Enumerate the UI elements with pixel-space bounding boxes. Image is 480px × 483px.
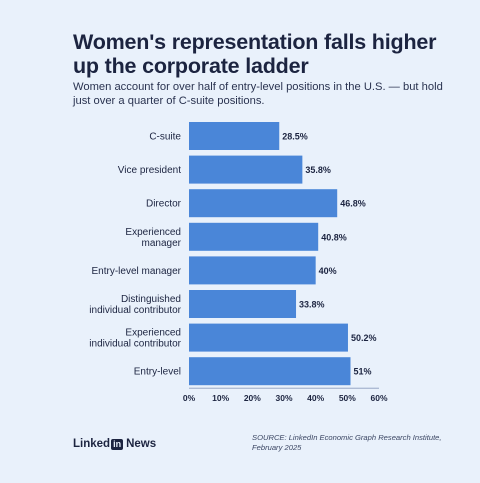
category-label: Experienced — [125, 328, 181, 339]
value-label: 46.8% — [340, 199, 366, 209]
bar — [189, 189, 338, 218]
value-label: 40.8% — [321, 232, 347, 242]
value-label: 35.8% — [305, 165, 331, 175]
brand-news: News — [126, 438, 157, 450]
category-label: Vice president — [118, 165, 181, 176]
bar — [189, 155, 303, 184]
bar — [189, 323, 348, 352]
bar — [189, 122, 280, 150]
value-label: 51% — [354, 367, 372, 377]
category-label: C-suite — [149, 132, 181, 143]
category-label: Entry-level — [134, 367, 181, 378]
value-label: 40% — [319, 266, 337, 276]
bar — [189, 290, 297, 318]
x-tick-label: 60% — [370, 393, 387, 403]
chart-title: Women's representation falls higher up t… — [73, 30, 437, 78]
category-label: Entry-level manager — [92, 266, 182, 277]
source-note: SOURCE: LinkedIn Economic Graph Research… — [252, 433, 442, 452]
bar — [189, 222, 319, 251]
bar — [189, 357, 351, 386]
linkedin-in-icon: in — [111, 438, 124, 450]
category-label: individual contributor — [89, 305, 181, 316]
x-tick-label: 20% — [244, 393, 261, 403]
x-tick-label: 10% — [212, 393, 229, 403]
category-label: Director — [146, 199, 182, 210]
value-label: 28.5% — [282, 132, 308, 142]
chart-subtitle: Women account for over half of entry-lev… — [73, 81, 443, 107]
x-tick-label: 30% — [275, 393, 292, 403]
category-label: individual contributor — [89, 339, 181, 350]
value-label: 50.2% — [351, 333, 377, 343]
linkedin-news-logo: Linked in News — [73, 438, 156, 450]
x-tick-label: 0% — [183, 393, 196, 403]
x-tick-label: 40% — [307, 393, 324, 403]
category-label: manager — [142, 238, 182, 249]
brand-linked: Linked — [73, 438, 111, 450]
bar — [189, 256, 316, 285]
value-label: 33.8% — [299, 300, 325, 310]
x-tick-label: 50% — [339, 393, 356, 403]
category-label: Distinguished — [121, 294, 181, 305]
category-label: Experienced — [125, 227, 181, 238]
